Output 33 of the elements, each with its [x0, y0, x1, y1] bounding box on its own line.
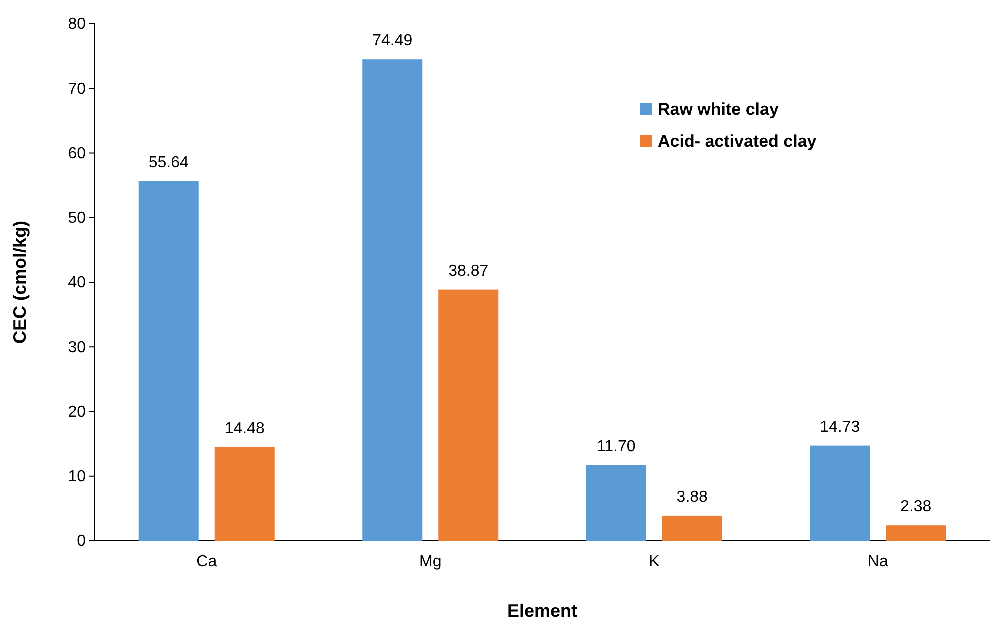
y-tick-label: 60 [68, 145, 86, 162]
y-tick-label: 30 [68, 339, 86, 356]
data-label: 11.70 [596, 438, 636, 456]
x-tick-label: Ca [196, 553, 218, 570]
data-label: 14.73 [820, 418, 860, 436]
y-tick-label: 20 [68, 404, 86, 421]
data-label: 3.88 [676, 488, 708, 506]
bar [362, 60, 423, 541]
y-tick-label: 40 [68, 274, 86, 292]
x-tick-label: Na [868, 553, 888, 570]
x-tick-label: K [649, 553, 660, 570]
y-tick-label: 50 [68, 210, 86, 227]
y-axis-title: CEC (cmol/kg) [10, 220, 30, 344]
legend-label: Acid- activated clay [658, 132, 818, 151]
bar [214, 447, 275, 541]
data-label: 38.87 [448, 262, 489, 280]
data-label: 55.64 [148, 154, 189, 172]
data-label: 2.38 [900, 498, 932, 516]
bar [810, 446, 870, 541]
bar [438, 290, 499, 541]
data-label: 14.48 [224, 420, 265, 438]
x-tick-label: Mg [420, 553, 442, 570]
y-tick-label: 70 [68, 80, 86, 98]
data-label: 74.49 [372, 32, 413, 50]
y-tick-label: 10 [68, 468, 86, 486]
bar [886, 526, 946, 541]
legend-label: Raw white clay [658, 100, 780, 119]
bar [586, 465, 646, 541]
y-tick-label: 0 [77, 533, 86, 550]
bar [138, 181, 199, 541]
y-tick-label: 80 [68, 16, 86, 34]
bar [662, 516, 722, 541]
x-axis-title: Element [507, 601, 578, 621]
